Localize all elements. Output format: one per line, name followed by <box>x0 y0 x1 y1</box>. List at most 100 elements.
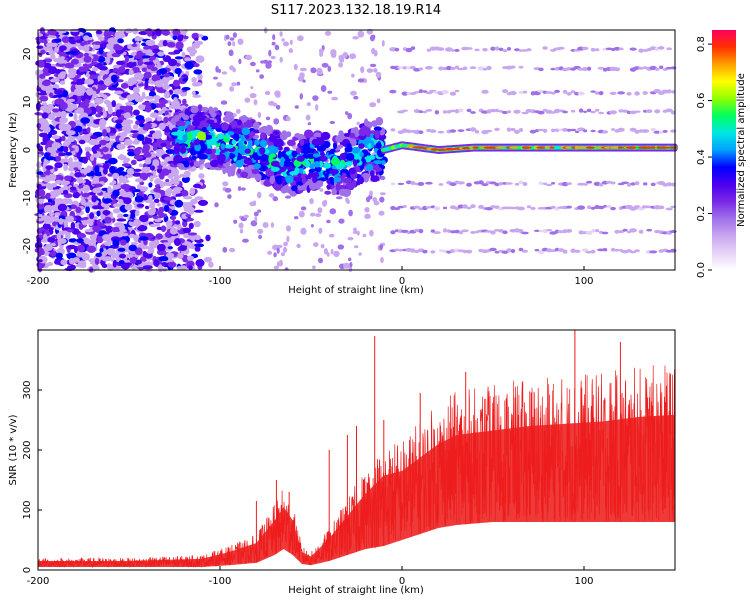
spectrogram-noise-blob <box>343 262 350 269</box>
spectrogram-noise-blob <box>320 244 325 249</box>
spectrogram-noise-blob <box>307 122 312 126</box>
spectrogram-signal-blob <box>285 175 294 184</box>
spectrogram-noise-blob <box>208 261 214 268</box>
spectrogram-signal-blob <box>234 148 242 153</box>
spectrogram-signal-blob <box>296 155 305 162</box>
spectrogram-noise-blob <box>116 60 125 65</box>
spectrogram-signal-blob <box>240 134 245 142</box>
spectrogram-noise-blob <box>145 205 150 210</box>
spectrogram-noise-blob <box>67 199 73 205</box>
spectrogram-noise-blob <box>37 213 43 218</box>
spectrogram-harmonic-blob <box>505 182 513 185</box>
spectrogram-noise-blob <box>310 224 314 228</box>
figure-title: S117.2023.132.18.19.R14 <box>271 3 441 18</box>
spectrogram-signal-blob <box>320 131 331 141</box>
spectrogram-signal-peak <box>405 145 415 148</box>
spectrogram-noise-blob <box>175 220 181 225</box>
spectrogram-harmonic-blob <box>390 230 396 235</box>
spectrogram-harmonic-blob <box>550 128 556 133</box>
spectrogram-noise-blob <box>85 151 91 157</box>
spectrogram-signal-blob <box>329 169 339 175</box>
spectrogram-harmonic-blob <box>669 248 677 253</box>
spectrogram-noise-blob <box>52 205 57 209</box>
spectrogram-harmonic-blob <box>442 228 448 233</box>
spectrogram-harmonic-blob <box>430 250 436 254</box>
spectrogram-noise-blob <box>116 143 126 150</box>
spectrogram-noise-blob <box>285 116 291 122</box>
spectrogram-noise-blob <box>47 133 52 139</box>
spectrogram-y-tick-label: 20 <box>22 48 33 61</box>
spectrogram-signal-blob <box>259 147 266 155</box>
spectrogram-harmonic-blob <box>397 182 405 186</box>
spectrogram-harmonic-blob <box>642 91 648 95</box>
spectrogram-noise-blob <box>173 238 181 246</box>
spectrogram-noise-blob <box>42 67 49 74</box>
spectrogram-noise-blob <box>173 88 183 95</box>
spectrogram-noise-blob <box>380 175 386 181</box>
spectrogram-noise-blob <box>73 113 78 121</box>
spectrogram-harmonic-blob <box>418 89 424 93</box>
spectrogram-harmonic-blob <box>534 249 540 252</box>
spectrogram-noise-blob <box>134 72 144 81</box>
spectrogram-signal-blob <box>373 126 382 132</box>
spectrogram-harmonic-blob <box>537 128 545 132</box>
spectrogram-noise-blob <box>92 187 102 194</box>
spectrogram-harmonic-blob <box>437 47 445 51</box>
spectrogram-noise-blob <box>125 101 135 106</box>
spectrogram-signal-blob <box>235 159 244 168</box>
spectrogram-noise-blob <box>120 232 129 237</box>
spectrogram-noise-blob <box>353 227 357 232</box>
spectrogram-harmonic-blob <box>570 109 576 113</box>
spectrogram-noise-blob <box>134 95 144 103</box>
spectrogram-signal-blob <box>206 119 215 124</box>
spectrogram-noise-blob <box>122 119 127 127</box>
spectrogram-noise-blob <box>156 243 166 252</box>
spectrogram-harmonic-blob <box>577 127 586 132</box>
spectrogram-harmonic-blob <box>474 48 480 52</box>
spectrogram-signal-blob <box>367 143 372 150</box>
spectrogram-harmonic-blob <box>394 47 400 52</box>
spectrogram-noise-blob <box>319 188 324 192</box>
spectrogram-y-ticks: -20 -10 0 10 20 <box>22 48 42 254</box>
spectrogram-noise-blob <box>50 152 58 158</box>
spectrogram-harmonic-blob <box>406 129 412 134</box>
spectrogram-noise-blob <box>37 154 42 158</box>
spectrogram-harmonic-blob <box>449 129 457 133</box>
spectrogram-harmonic-blob <box>433 231 441 235</box>
spectrogram-noise-blob <box>257 228 264 234</box>
spectrogram-signal-blob <box>248 131 256 137</box>
spectrogram-noise-blob <box>68 157 73 163</box>
spectrogram-noise-blob <box>169 227 178 235</box>
colorbar-label: Normalized spectral amplitude <box>736 73 747 227</box>
spectrogram-noise-blob <box>35 218 45 222</box>
spectrogram-signal-blob <box>220 143 225 150</box>
spectrogram-noise-blob <box>54 89 64 95</box>
spectrogram-harmonic-blob <box>425 181 433 185</box>
spectrogram-noise-blob <box>78 260 87 267</box>
spectrogram-noise-blob <box>102 234 111 241</box>
spectrogram-noise-blob <box>274 90 281 97</box>
spectrogram-noise-blob <box>98 36 106 41</box>
spectrogram-noise-blob <box>124 119 134 125</box>
spectrogram-noise-blob <box>227 194 232 200</box>
spectrogram-harmonic-blob <box>478 180 484 185</box>
spectrogram-harmonic-blob <box>506 110 512 114</box>
spectrogram-noise-blob <box>333 250 340 258</box>
snr-x-label: Height of straight line (km) <box>288 585 424 596</box>
spectrogram-noise-blob <box>144 95 155 100</box>
spectrogram-noise-blob <box>95 30 103 35</box>
spectrogram-noise-blob <box>151 74 161 82</box>
spectrogram-harmonic-blob <box>593 181 601 186</box>
spectrogram-harmonic-blob <box>523 90 527 94</box>
spectrogram-signal-blob <box>236 119 242 126</box>
spectrogram-noise-blob <box>132 140 140 145</box>
spectrogram-noise-blob <box>253 99 258 106</box>
spectrogram-harmonic-blob <box>490 46 496 51</box>
spectrogram-noise-blob <box>237 38 244 45</box>
spectrogram-noise-blob <box>152 215 159 220</box>
spectrogram-signal-blob <box>346 142 352 149</box>
spectrogram-noise-blob <box>121 176 128 185</box>
spectrogram-noise-blob <box>120 239 127 246</box>
spectrogram-signal-blob <box>201 133 206 141</box>
spectrogram-noise-blob <box>152 159 160 167</box>
